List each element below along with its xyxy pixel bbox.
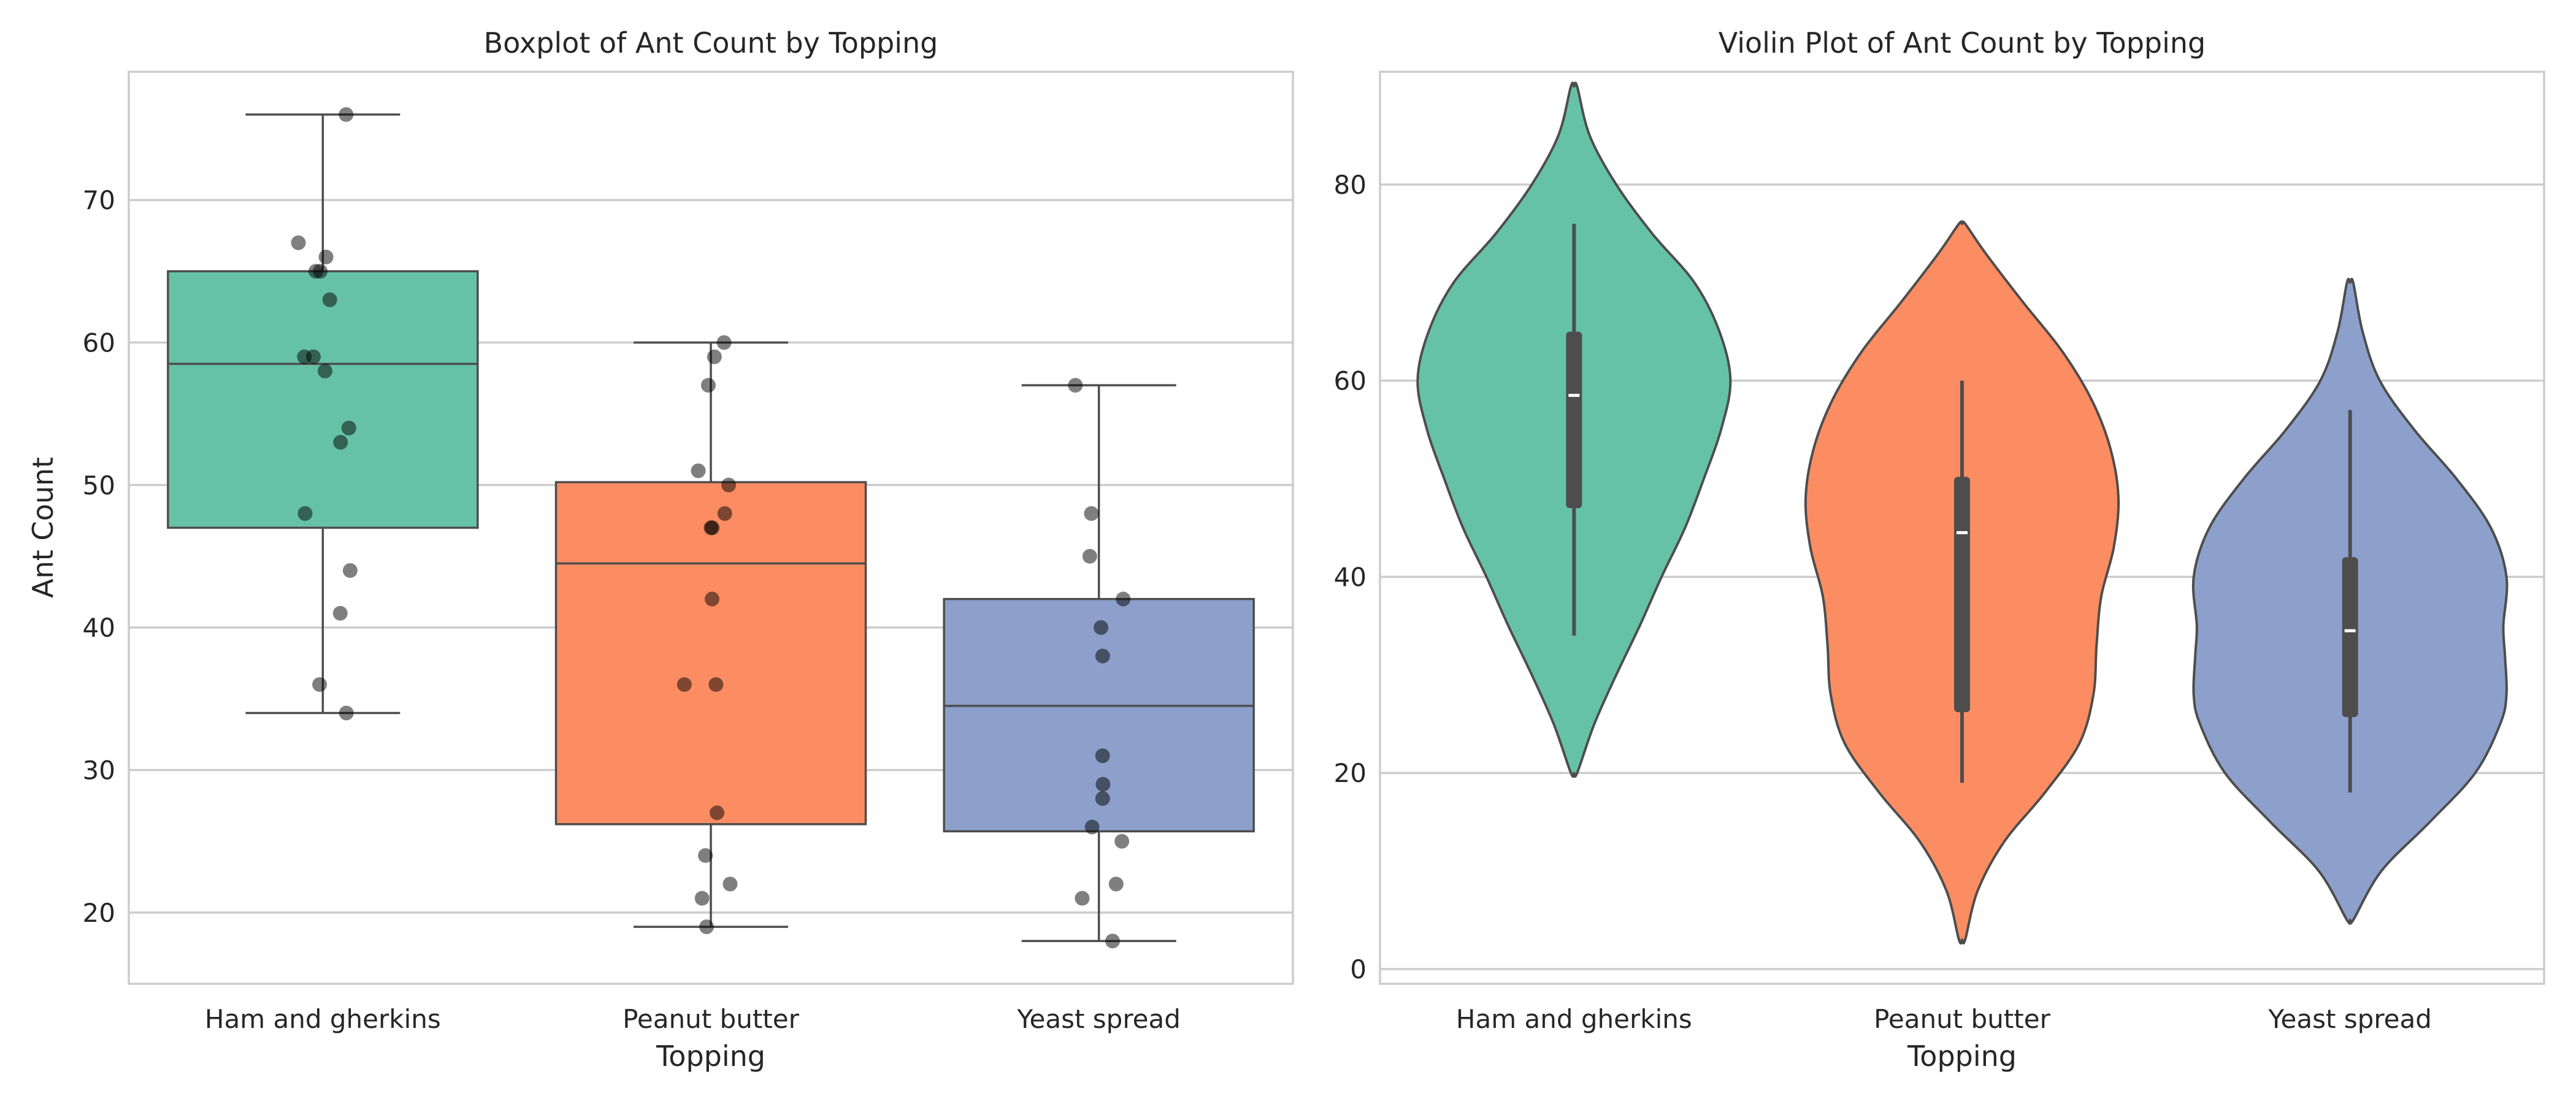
strip-point <box>1114 834 1130 849</box>
violin-plot-frame <box>1379 71 2545 985</box>
violin-y-tick-label: 40 <box>1334 562 1367 592</box>
strip-point <box>707 349 722 364</box>
violin-bodies <box>1416 82 2509 945</box>
strip-point <box>1116 591 1131 607</box>
boxplot-y-tick-label: 20 <box>83 898 115 928</box>
strip-point <box>704 591 719 607</box>
violin-x-axis-label: Topping <box>1907 1040 2017 1073</box>
strip-point <box>1095 648 1110 664</box>
violin-y-tick-label: 0 <box>1350 954 1367 984</box>
strip-point <box>291 235 306 250</box>
strip-point <box>717 506 732 521</box>
strip-point <box>1082 548 1097 564</box>
strip-point <box>332 605 348 621</box>
boxplot-panel: 20 30 40 50 60 70 Ham and gherkins Peanut butt… <box>26 26 1294 1073</box>
boxplot-x-tick-label: Peanut butter <box>623 1004 800 1034</box>
strip-point <box>1084 506 1099 521</box>
violin-x-tick-label: Ham and gherkins <box>1456 1004 1692 1034</box>
violin-x-tick-label: Peanut butter <box>1874 1004 2051 1034</box>
strip-point <box>1095 776 1111 792</box>
strip-point <box>341 420 356 435</box>
violin-iqr-bar <box>1954 477 1970 713</box>
violin-x-tick-label: Yeast spread <box>2267 1004 2431 1034</box>
violin-iqr-bar <box>1566 331 1582 508</box>
strip-point <box>1094 620 1109 635</box>
violin-panel: 0 20 40 60 80 Ham and gherkins Peanut butter Y… <box>1334 26 2545 1073</box>
strip-point <box>723 876 738 892</box>
strip-point <box>305 349 321 364</box>
strip-point <box>342 563 358 578</box>
boxplot-y-tick-label: 60 <box>83 328 115 358</box>
strip-point <box>339 705 354 721</box>
violin-y-tick-label: 80 <box>1334 170 1367 200</box>
box-2 <box>554 341 867 928</box>
strip-point <box>710 805 725 821</box>
box-iqr <box>554 481 867 826</box>
strip-point <box>339 107 354 122</box>
strip-point <box>677 677 692 692</box>
boxplot-y-tick-label: 40 <box>83 613 115 643</box>
violin-y-tick-label: 60 <box>1334 366 1367 396</box>
strip-point <box>694 891 710 906</box>
strip-point <box>313 264 328 279</box>
boxplot-x-axis-label: Topping <box>656 1040 765 1073</box>
strip-point <box>1075 891 1090 906</box>
violin-y-tick-labels: 0 20 40 60 80 <box>1334 170 1367 984</box>
boxplot-x-tick-label: Yeast spread <box>1016 1004 1180 1034</box>
box-iqr <box>167 270 479 529</box>
strip-point <box>1068 378 1083 393</box>
strip-point <box>318 250 334 265</box>
strip-point <box>1108 876 1124 892</box>
strip-point <box>312 677 328 692</box>
boxplot-y-tick-labels: 20 30 40 50 60 70 <box>83 185 115 928</box>
strip-point <box>698 848 713 863</box>
violin-3 <box>2191 277 2509 925</box>
violin-2 <box>1804 220 2120 945</box>
boxplot-title: Boxplot of Ant Count by Topping <box>484 26 938 59</box>
strip-point <box>1105 933 1120 949</box>
strip-point <box>333 435 348 450</box>
strip-point <box>721 477 737 493</box>
violin-iqr-bar <box>2342 557 2358 718</box>
strip-point <box>317 363 332 378</box>
boxplot-strip-points <box>291 107 1131 949</box>
boxplot-y-tick-label: 70 <box>83 185 115 215</box>
boxplot-x-tick-label: Ham and gherkins <box>205 1004 441 1034</box>
violin-1 <box>1416 82 1732 778</box>
boxplot-plot-frame <box>128 71 1294 985</box>
boxplot-y-tick-label: 30 <box>83 755 115 785</box>
violin-y-tick-label: 20 <box>1334 758 1367 788</box>
strip-point <box>322 292 337 307</box>
violin-x-tick-labels: Ham and gherkins Peanut butter Yeast sprea… <box>1456 1004 2432 1034</box>
strip-point <box>691 463 706 478</box>
strip-point <box>1084 819 1100 835</box>
strip-point <box>700 378 716 393</box>
strip-point <box>708 677 724 692</box>
strip-point <box>1095 791 1110 806</box>
boxplot-y-tick-label: 50 <box>83 470 115 500</box>
boxplot-y-axis-label: Ant Count <box>26 457 59 598</box>
strip-point <box>705 520 720 535</box>
violin-title: Violin Plot of Ant Count by Topping <box>1719 26 2206 59</box>
strip-point <box>716 335 732 350</box>
box-1 <box>167 113 479 715</box>
boxplot-x-tick-labels: Ham and gherkins Peanut butter Yeast sprea… <box>205 1004 1181 1034</box>
strip-point <box>1095 748 1110 764</box>
strip-point <box>699 919 715 935</box>
strip-point <box>297 506 313 521</box>
